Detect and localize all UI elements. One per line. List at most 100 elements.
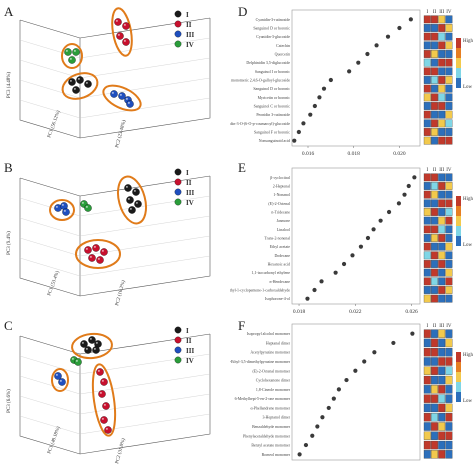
- heatmap-cell: [423, 394, 431, 403]
- pca-point: [80, 340, 88, 348]
- compound-label: Sanguinol F or boronic: [254, 131, 290, 135]
- heatmap-cell: [445, 234, 453, 242]
- pca-point: [110, 90, 118, 98]
- pca-point-highlight: [73, 49, 76, 52]
- color-scale-low-label: Low: [463, 243, 473, 248]
- heatmap-column-label: II: [433, 10, 437, 15]
- heatmap-cell: [445, 173, 453, 182]
- vip-point: [308, 112, 313, 117]
- legend-marker: [174, 356, 182, 364]
- heatmap-cell: [438, 431, 446, 440]
- pca-plot-a: PC3 (4.48%)PC1 (56.12%) PC2 (23.48%)IIIII…: [7, 7, 211, 149]
- vip-point: [386, 209, 392, 215]
- axis-frame-line: [79, 333, 211, 355]
- pca-point: [88, 254, 96, 262]
- grid-line: [79, 97, 211, 119]
- vip-point: [326, 405, 331, 411]
- pca-point-highlight: [111, 91, 114, 94]
- heatmap-cell: [423, 385, 431, 394]
- heatmap-cell: [423, 260, 431, 268]
- heatmap-cell: [445, 366, 453, 375]
- legend-marker: [174, 30, 182, 38]
- axis-label-z: PC3 (6.6%): [7, 389, 12, 413]
- vip-point: [365, 51, 370, 57]
- pca-point-highlight: [93, 347, 96, 350]
- axis-frame-line: [19, 334, 211, 455]
- pca-point-highlight: [63, 209, 66, 212]
- compound-label: Cyclohexanone dimer: [256, 379, 291, 383]
- heatmap-cell: [445, 357, 453, 366]
- heatmap-cell: [438, 413, 446, 422]
- vip-chart-d: 0.016 0.018 0.020 Cyanidin-3-rutinoside Sang…: [230, 9, 474, 157]
- heatmap-cell: [423, 182, 431, 190]
- legend-label: I: [186, 11, 189, 19]
- heatmap-cell: [431, 385, 438, 394]
- heatmap-cell: [423, 199, 431, 208]
- heatmap-cell: [431, 348, 438, 357]
- legend-label: III: [186, 189, 194, 197]
- vip-point: [402, 192, 407, 197]
- vip-point: [378, 218, 383, 223]
- compound-label: 1,8-Cineole monomer: [256, 388, 291, 393]
- heatmap-cell: [438, 128, 446, 136]
- heatmap-cell: [423, 58, 431, 67]
- compound-label: Sanguinol I or boronic: [255, 70, 290, 74]
- color-scale-low-label: Low: [463, 399, 473, 404]
- compound-label: Catechin: [276, 44, 290, 48]
- heatmap-cell: [445, 216, 453, 225]
- vip-point: [347, 69, 352, 74]
- heatmap-cell: [438, 357, 446, 366]
- compound-label: Isopropyl alcohol monomer: [247, 332, 291, 336]
- heatmap-cell: [445, 50, 453, 58]
- axis-label-z: PC3 (9.4%): [7, 231, 12, 255]
- pca-point: [62, 208, 70, 216]
- heatmap-cell: [438, 76, 446, 84]
- heatmap-cell: [438, 277, 446, 286]
- heatmap-cell: [423, 76, 431, 84]
- heatmap-cell: [445, 208, 453, 216]
- axis-label-z: PC3 (4.48%): [7, 72, 12, 98]
- pca-point: [102, 402, 110, 410]
- heatmap-cell: [431, 182, 438, 190]
- grid-line: [79, 255, 211, 277]
- pca-axes-box: [19, 333, 211, 455]
- vip-point: [374, 43, 379, 48]
- compound-label: Nonsanguinoid acid: [259, 139, 290, 143]
- grid-line: [79, 77, 211, 99]
- compound-label: (E)-2-Octenal: [268, 202, 290, 206]
- legend-label: III: [186, 347, 194, 355]
- heatmap-cell: [431, 413, 438, 422]
- heatmap-cell: [431, 136, 438, 145]
- heatmap-cell: [438, 182, 446, 190]
- vip-point: [412, 175, 417, 180]
- heatmap-cell: [438, 375, 446, 385]
- compound-label: (E)-2-Octenal monomer: [253, 369, 291, 373]
- heatmap-cell: [431, 294, 438, 303]
- color-scale-segment: [456, 196, 461, 206]
- color-scale-segment: [456, 226, 461, 236]
- heatmap-cell: [445, 251, 453, 260]
- pca-point: [92, 244, 100, 252]
- pca-point-highlight: [89, 337, 92, 340]
- panel-letter-c: C: [4, 318, 13, 333]
- pca-point: [72, 48, 80, 56]
- heatmap-cell: [445, 182, 453, 190]
- heatmap-cell: [445, 110, 453, 119]
- heatmap-cell: [438, 234, 446, 242]
- heatmap-cell: [431, 329, 438, 338]
- pca-point-highlight: [93, 245, 96, 248]
- heatmap-cell: [423, 93, 431, 102]
- heatmap-cell: [431, 403, 438, 413]
- compound-label: Sanguinol D or boronic: [253, 87, 290, 91]
- vip-point: [319, 279, 324, 284]
- pca-point: [114, 18, 122, 26]
- heatmap-cell: [445, 385, 453, 394]
- legend-marker: [174, 10, 182, 18]
- pca-point-highlight: [71, 357, 74, 360]
- heatmap-cell: [445, 84, 453, 93]
- pca-point: [84, 204, 92, 212]
- heatmap-cell: [431, 76, 438, 84]
- grid-line: [79, 373, 211, 395]
- grid-line: [19, 79, 81, 99]
- axis-frame-line: [79, 175, 211, 197]
